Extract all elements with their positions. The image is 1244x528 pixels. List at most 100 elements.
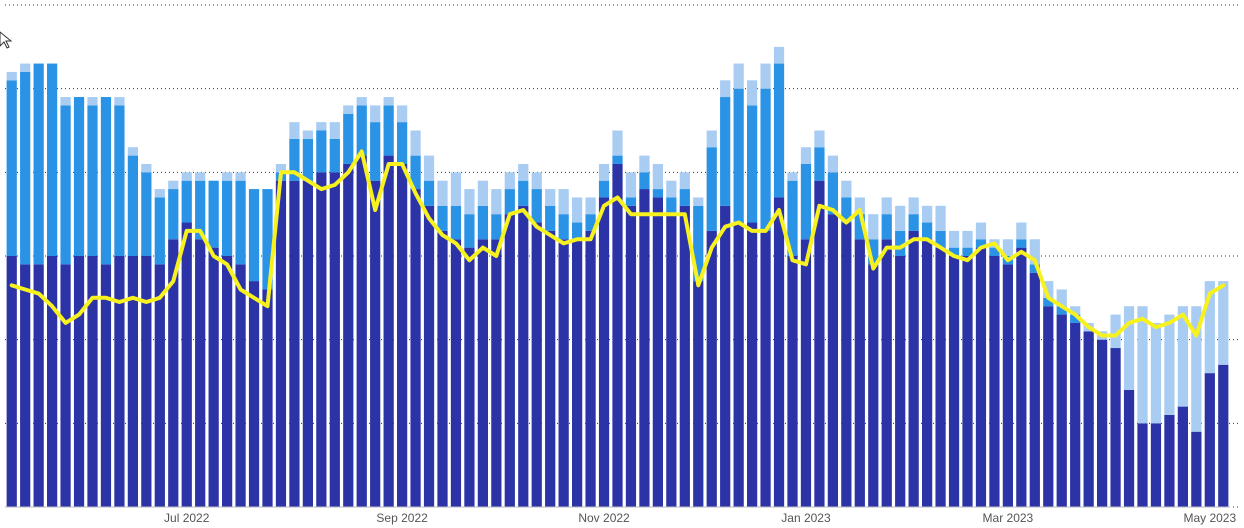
bar-segment bbox=[895, 230, 906, 256]
bar-segment bbox=[531, 189, 542, 223]
bar-segment bbox=[329, 122, 340, 139]
bar-segment bbox=[545, 189, 556, 206]
bar-segment bbox=[572, 239, 583, 507]
bar-segment bbox=[1070, 314, 1081, 323]
bar-segment bbox=[881, 239, 892, 507]
bar-segment bbox=[275, 180, 287, 507]
bar-segment bbox=[572, 222, 583, 240]
bar-segment bbox=[289, 138, 300, 181]
bar-segment bbox=[464, 247, 475, 507]
bar-segment bbox=[908, 197, 919, 215]
bar-segment bbox=[760, 88, 771, 231]
bar-segment bbox=[410, 155, 421, 190]
bar-segment bbox=[1016, 247, 1027, 507]
bar-segment bbox=[316, 172, 327, 508]
bar-segment bbox=[935, 230, 946, 248]
bar-segment bbox=[464, 214, 475, 248]
bar-segment bbox=[1204, 373, 1215, 507]
bar-segment bbox=[1002, 264, 1013, 507]
bar-segment bbox=[235, 180, 246, 265]
bar-segment bbox=[787, 172, 798, 181]
bar-segment bbox=[800, 239, 812, 507]
bar-segment bbox=[370, 122, 381, 181]
bar-segment bbox=[302, 180, 313, 507]
bar-segment bbox=[450, 205, 462, 240]
x-tick-label: Mar 2023 bbox=[983, 511, 1034, 525]
bar-segment bbox=[168, 189, 179, 240]
bar-segment bbox=[720, 205, 731, 508]
bar-segment bbox=[962, 256, 973, 507]
bar-segment bbox=[491, 239, 502, 507]
bar-segment bbox=[706, 147, 717, 231]
bar-segment bbox=[1110, 314, 1121, 349]
bar-segment bbox=[814, 147, 825, 181]
bar-segment bbox=[464, 189, 475, 215]
bar-segment bbox=[491, 189, 502, 215]
bar-segment bbox=[585, 214, 596, 231]
bar-segment bbox=[6, 80, 17, 256]
bar-segment bbox=[141, 256, 152, 507]
bar-segment bbox=[800, 147, 812, 164]
bar-segment bbox=[1016, 239, 1027, 248]
bar-segment bbox=[827, 172, 838, 215]
bar-segment bbox=[908, 214, 919, 231]
bar-segment bbox=[558, 239, 569, 507]
bar-segment bbox=[20, 264, 31, 507]
bar-segment bbox=[504, 189, 515, 215]
bar-segment bbox=[477, 205, 488, 240]
bar-segment bbox=[127, 147, 138, 156]
bar-segment bbox=[275, 163, 287, 173]
bar-segment bbox=[666, 197, 677, 215]
bar-segment bbox=[841, 180, 852, 198]
bar-segment bbox=[854, 214, 865, 240]
bar-segment bbox=[666, 214, 677, 507]
bar-segment bbox=[329, 172, 340, 508]
bar-segment bbox=[747, 222, 758, 508]
bar-segment bbox=[531, 222, 542, 508]
bar-segment bbox=[222, 172, 233, 181]
bar-segment bbox=[1218, 281, 1229, 365]
bar-segment bbox=[1016, 222, 1027, 240]
bar-segment bbox=[854, 197, 865, 215]
bar-segment bbox=[598, 197, 610, 507]
bar-segment bbox=[693, 281, 704, 507]
bar-segment bbox=[625, 205, 637, 508]
bar-segment bbox=[1164, 314, 1175, 415]
bar-segment bbox=[747, 105, 758, 223]
bar-segment bbox=[612, 163, 623, 507]
bar-segment bbox=[410, 130, 421, 156]
bar-segment bbox=[1029, 239, 1040, 265]
bar-segment bbox=[20, 63, 31, 72]
bar-segment bbox=[73, 97, 85, 257]
bar-segment bbox=[1177, 306, 1188, 407]
x-tick-label: Jan 2023 bbox=[781, 511, 831, 525]
bar-segment bbox=[1029, 272, 1040, 507]
bar-segment bbox=[989, 256, 1000, 507]
bar-segment bbox=[114, 97, 125, 106]
bar-segment bbox=[948, 230, 960, 248]
bar-segment bbox=[1177, 406, 1188, 507]
bar-segment bbox=[343, 163, 354, 507]
bar-segment bbox=[397, 163, 408, 507]
bar-segment bbox=[343, 105, 354, 114]
bar-segment bbox=[477, 239, 488, 507]
bar-segment bbox=[60, 264, 71, 507]
bar-segment bbox=[747, 80, 758, 106]
bar-segment bbox=[491, 214, 502, 240]
bar-segment bbox=[948, 256, 960, 507]
bar-segment bbox=[423, 155, 435, 181]
bar-segment bbox=[1029, 264, 1040, 273]
bar-segment bbox=[195, 180, 206, 240]
bar-segment bbox=[572, 197, 583, 223]
bar-segment bbox=[208, 180, 219, 248]
bar-segment bbox=[154, 264, 165, 507]
bar-segment bbox=[975, 247, 987, 507]
bar-segment bbox=[100, 97, 112, 265]
bar-segment bbox=[948, 247, 960, 256]
bar-segment bbox=[47, 63, 58, 256]
bar-segment bbox=[922, 239, 933, 507]
bar-segment bbox=[235, 264, 246, 507]
bar-segment bbox=[814, 180, 825, 507]
bar-segment bbox=[639, 172, 650, 190]
bar-segment bbox=[248, 189, 260, 282]
